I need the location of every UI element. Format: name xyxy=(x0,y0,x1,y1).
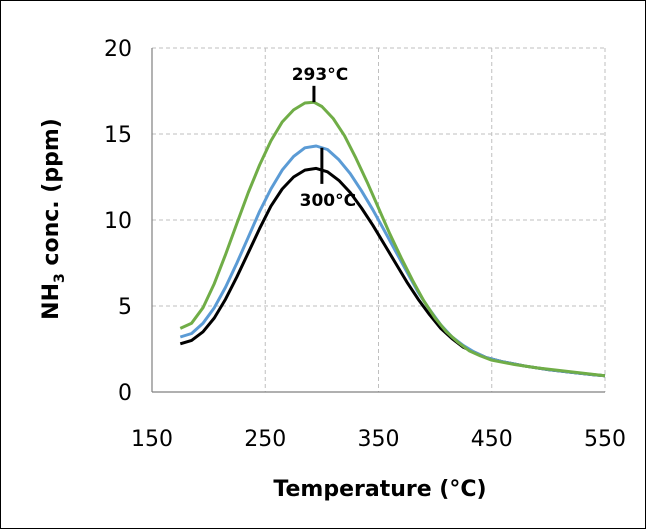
annotation-label: 300°C xyxy=(300,191,356,211)
y-tick-label: 5 xyxy=(118,295,132,320)
y-axis-title-sub: 3 xyxy=(52,273,68,283)
annotation-label: 293°C xyxy=(292,65,348,85)
y-axis-title: NH3 conc. (ppm) xyxy=(39,118,68,320)
x-tick-label: 550 xyxy=(584,427,626,452)
x-axis-title: Temperature (°C) xyxy=(273,477,486,502)
y-axis-title-rest: conc. (ppm) xyxy=(39,118,64,273)
tick-labels: 150 250 350 450 550 0 5 10 15 20 xyxy=(104,37,626,452)
y-tick-label: 15 xyxy=(104,123,132,148)
x-tick-label: 450 xyxy=(471,427,513,452)
y-tick-label: 10 xyxy=(104,209,132,234)
y-tick-label: 0 xyxy=(118,381,132,406)
axes xyxy=(151,48,605,393)
series-group xyxy=(179,100,606,378)
y-axis-title-main: NH xyxy=(39,283,64,320)
annotations: 293°C 300°C xyxy=(292,65,356,211)
x-tick-label: 150 xyxy=(131,427,173,452)
x-tick-label: 250 xyxy=(244,427,286,452)
x-tick-label: 350 xyxy=(358,427,400,452)
y-tick-label: 20 xyxy=(104,37,132,62)
series-line-3 xyxy=(179,100,606,378)
series-line-1 xyxy=(179,166,606,378)
